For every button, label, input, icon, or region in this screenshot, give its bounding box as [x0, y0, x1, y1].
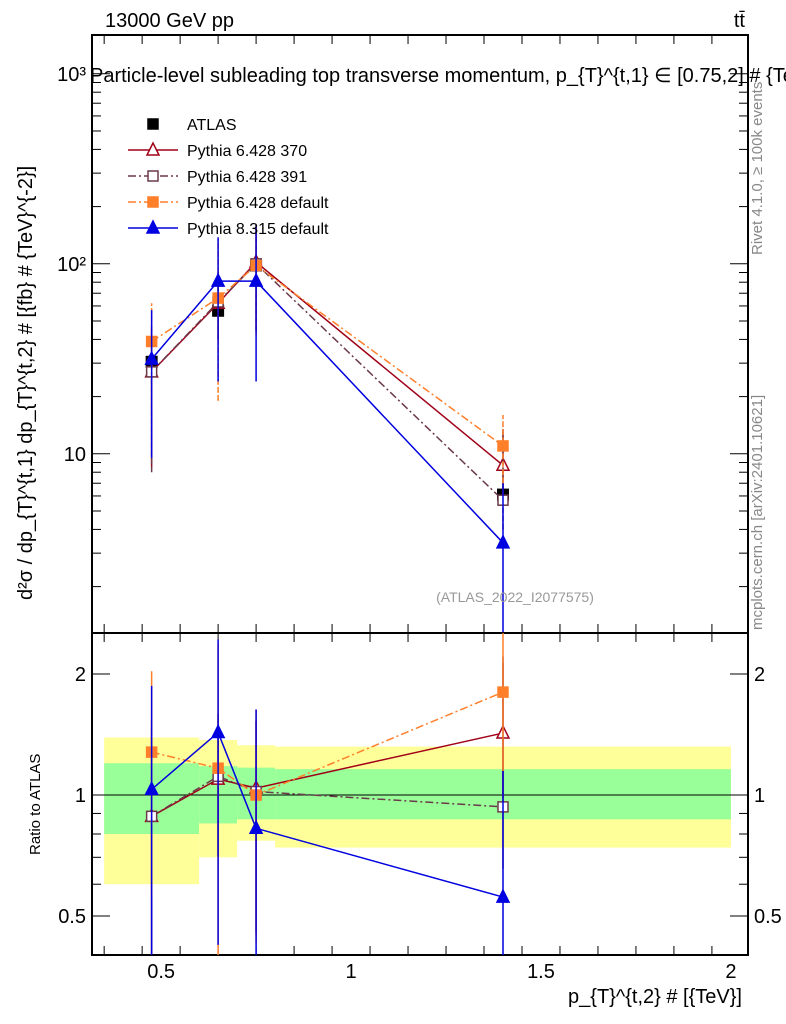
legend-label: Pythia 6.428 default	[187, 195, 329, 212]
ratio-series-line	[151, 731, 504, 898]
ratio-point	[144, 780, 159, 796]
ratio-point	[210, 723, 226, 739]
legend-marker	[147, 170, 159, 182]
legend-marker	[145, 141, 161, 156]
ratio-point	[497, 686, 509, 698]
series-2	[145, 225, 509, 484]
legend-label: Pythia 8.315 default	[187, 221, 329, 238]
ratio-series-3	[144, 639, 511, 955]
rivet-label: Rivet 4.1.0, ≥ 100k events	[749, 82, 766, 255]
x-tick-label: 1	[345, 961, 356, 983]
ratio-y-tick-label: 2	[75, 664, 86, 686]
legend-marker	[147, 118, 159, 130]
ratio-y-tick-label: 2	[754, 664, 765, 686]
watermark: (ATLAS_2022_I2077575)	[436, 589, 594, 605]
legend-marker	[147, 196, 159, 208]
x-tick-label: 2	[725, 961, 736, 983]
y-axis-label: d²σ / dp_{T}^{t,1} dp_{T}^{t,2} # [{fb} …	[15, 166, 37, 600]
series-point	[248, 272, 264, 287]
ratio-point	[495, 888, 511, 903]
x-tick-label: 0.5	[147, 961, 175, 983]
ratio-y-axis-label: Ratio to ATLAS	[27, 754, 44, 855]
ratio-point	[248, 819, 264, 835]
series-3	[144, 225, 511, 633]
series-1	[145, 230, 509, 530]
series-point	[144, 350, 159, 365]
series-line	[151, 261, 504, 466]
x-tick-label: 1.5	[527, 961, 555, 983]
header-right: tt̄	[734, 10, 746, 32]
x-axis-label: p_{T}^{t,2} # [{TeV}]	[568, 986, 742, 1008]
legend-marker	[145, 219, 161, 234]
ratio-frame	[91, 632, 749, 956]
y-tick-label: 10	[64, 444, 86, 466]
ratio-y-tick-label: 0.5	[58, 906, 86, 928]
series-line	[151, 262, 504, 501]
ratio-y-tick-label: 1	[75, 785, 86, 807]
legend-label: ATLAS	[187, 117, 237, 134]
header-left: 13000 GeV pp	[105, 10, 234, 32]
series-0	[144, 230, 511, 496]
ratio-series-line	[151, 775, 504, 817]
legend-label: Pythia 6.428 370	[187, 143, 307, 160]
legend-label: Pythia 6.428 391	[187, 169, 307, 186]
series-point	[210, 272, 226, 287]
ratio-y-tick-label: 1	[754, 785, 765, 807]
series-point	[495, 534, 511, 549]
mcplots-label: mcplots.cern.ch [arXiv:2401.10621]	[749, 395, 766, 630]
series-line	[151, 280, 504, 544]
chart-title: Particle-level subleading top transverse…	[90, 65, 786, 87]
ratio-y-tick-label: 0.5	[754, 906, 782, 928]
series-point	[497, 440, 509, 452]
y-tick-label: 10³	[57, 64, 86, 86]
y-tick-label: 10²	[57, 254, 86, 276]
